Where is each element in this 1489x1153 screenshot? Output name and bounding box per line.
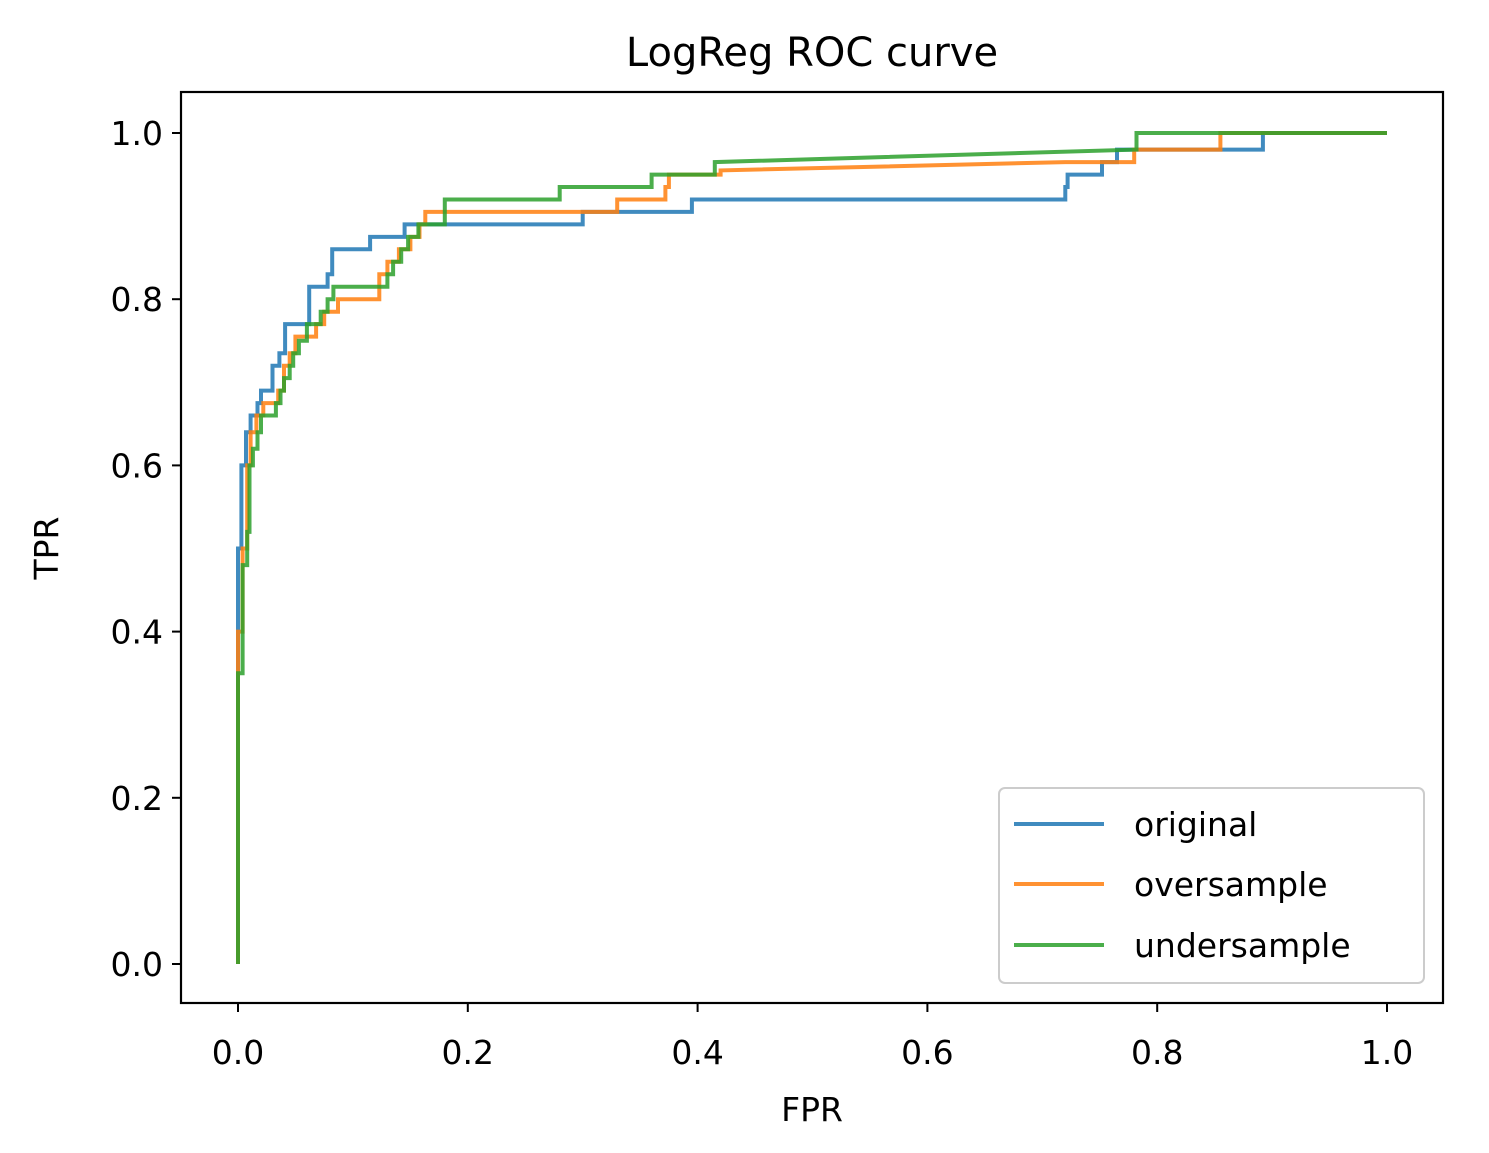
y-axis-ticks: 0.0 0.2 0.4 0.6 0.8 1.0 <box>111 114 181 984</box>
y-axis-title: TPR <box>27 517 66 581</box>
legend-label-oversample: oversample <box>1134 865 1328 904</box>
x-tick-label: 0.0 <box>212 1033 264 1072</box>
x-tick-label: 1.0 <box>1361 1033 1413 1072</box>
legend-items: original oversample undersample <box>1014 805 1351 965</box>
x-tick-label: 0.4 <box>671 1033 723 1072</box>
legend: original oversample undersample <box>998 787 1425 984</box>
y-tick-label: 1.0 <box>111 114 163 153</box>
x-tick-label: 0.6 <box>901 1033 953 1072</box>
legend-frame <box>998 787 1425 984</box>
x-tick-label: 0.8 <box>1131 1033 1183 1072</box>
x-axis-ticks: 0.0 0.2 0.4 0.6 0.8 1.0 <box>212 1003 1413 1072</box>
chart-title: LogReg ROC curve <box>626 30 998 76</box>
legend-label-undersample: undersample <box>1134 926 1351 965</box>
legend-label-original: original <box>1134 805 1257 844</box>
y-tick-label: 0.8 <box>111 280 163 319</box>
x-tick-label: 0.2 <box>442 1033 494 1072</box>
series-line-original <box>236 131 1387 964</box>
series-line-undersample <box>236 131 1387 964</box>
y-tick-label: 0.6 <box>111 446 163 485</box>
y-tick-label: 0.2 <box>111 779 163 818</box>
y-tick-label: 0.4 <box>111 613 163 652</box>
x-axis-title: FPR <box>781 1090 843 1129</box>
plot-area-frame <box>179 90 1445 1005</box>
series-line-oversample <box>236 131 1387 964</box>
y-tick-label: 0.0 <box>111 945 163 984</box>
series-layer <box>236 131 1387 964</box>
